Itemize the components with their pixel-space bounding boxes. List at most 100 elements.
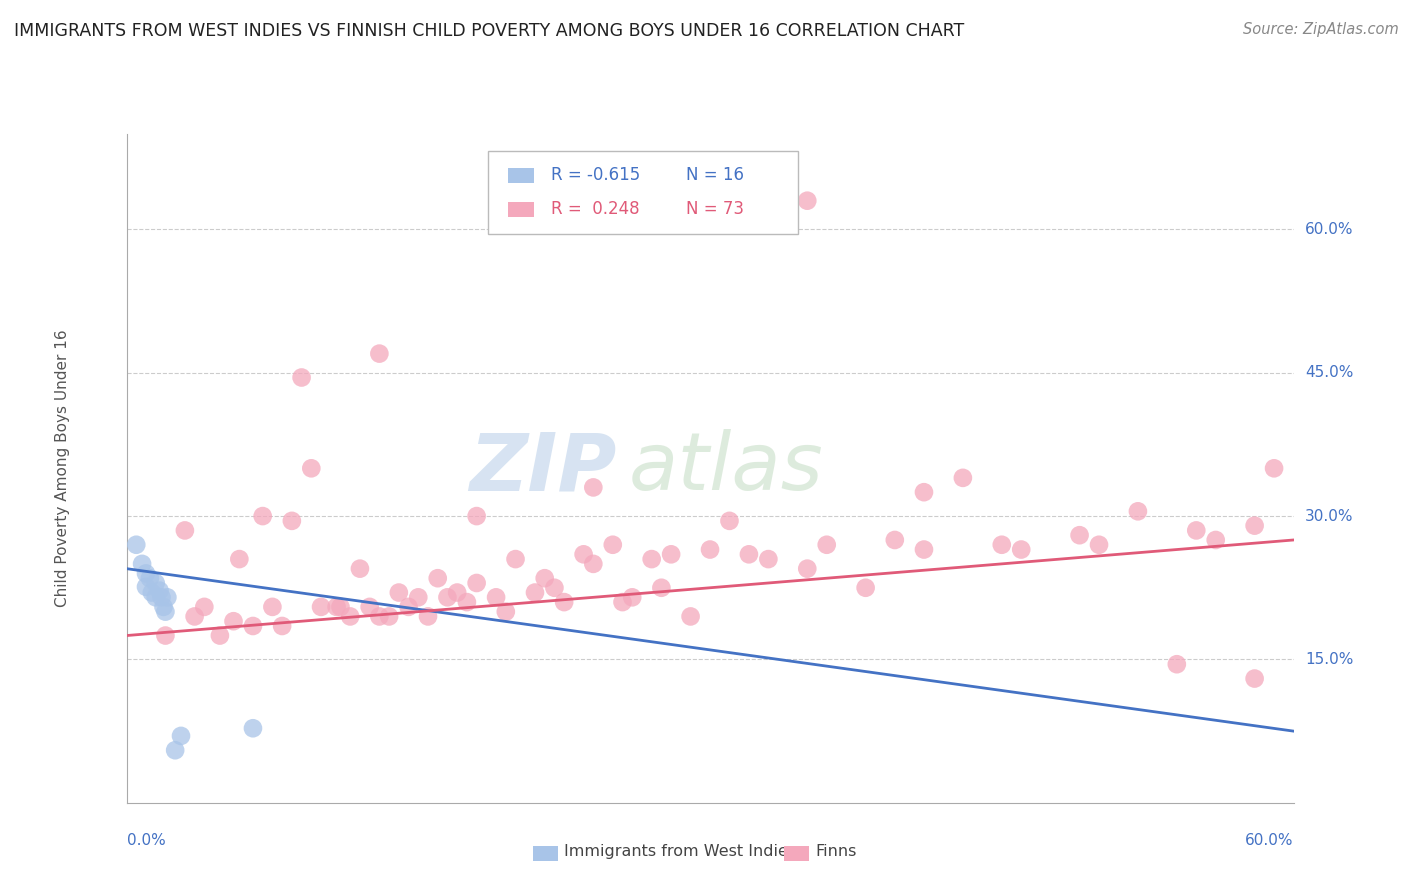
- Point: [621, 591, 644, 605]
- Point: [485, 591, 508, 605]
- Point: [436, 591, 458, 605]
- Point: [553, 595, 575, 609]
- Text: R = -0.615: R = -0.615: [551, 167, 641, 185]
- Point: [533, 571, 555, 585]
- Point: [1126, 504, 1149, 518]
- Point: [456, 595, 478, 609]
- Point: [883, 533, 905, 547]
- Point: [912, 485, 935, 500]
- Point: [641, 552, 664, 566]
- Text: Immigrants from West Indies: Immigrants from West Indies: [564, 844, 796, 859]
- Point: [208, 628, 231, 642]
- Point: [145, 591, 167, 605]
- Point: [281, 514, 304, 528]
- Point: [271, 619, 294, 633]
- Point: [1243, 672, 1265, 686]
- Point: [582, 557, 605, 571]
- Point: [228, 552, 250, 566]
- Point: [152, 599, 174, 614]
- Point: [135, 566, 157, 581]
- Point: [242, 619, 264, 633]
- Point: [650, 581, 672, 595]
- Point: [252, 509, 274, 524]
- Point: [156, 591, 179, 605]
- FancyBboxPatch shape: [508, 202, 534, 217]
- Point: [325, 599, 347, 614]
- Text: N = 16: N = 16: [686, 167, 744, 185]
- Point: [309, 599, 332, 614]
- Point: [135, 580, 157, 594]
- Text: 30.0%: 30.0%: [1305, 508, 1354, 524]
- Point: [659, 547, 682, 561]
- Point: [416, 609, 439, 624]
- Text: Finns: Finns: [815, 844, 856, 859]
- Point: [756, 552, 779, 566]
- Point: [290, 370, 312, 384]
- Point: [582, 480, 605, 494]
- Point: [141, 585, 163, 599]
- Point: [145, 576, 167, 591]
- Point: [193, 599, 215, 614]
- Text: 60.0%: 60.0%: [1305, 222, 1354, 237]
- Point: [165, 743, 187, 757]
- Text: Child Poverty Among Boys Under 16: Child Poverty Among Boys Under 16: [55, 329, 70, 607]
- Point: [139, 571, 162, 585]
- Point: [446, 585, 468, 599]
- Point: [912, 542, 935, 557]
- Point: [1166, 657, 1188, 672]
- Point: [602, 538, 624, 552]
- Point: [572, 547, 595, 561]
- Point: [1088, 538, 1111, 552]
- Point: [329, 599, 352, 614]
- Point: [349, 562, 371, 576]
- Point: [125, 538, 148, 552]
- Point: [368, 609, 391, 624]
- Point: [1263, 461, 1285, 475]
- Point: [505, 552, 527, 566]
- FancyBboxPatch shape: [508, 168, 534, 183]
- Point: [465, 576, 488, 591]
- Point: [612, 595, 634, 609]
- Point: [1010, 542, 1032, 557]
- Point: [222, 614, 245, 628]
- Point: [815, 538, 838, 552]
- Point: [855, 581, 877, 595]
- Text: 0.0%: 0.0%: [127, 833, 166, 848]
- Point: [952, 471, 974, 485]
- Text: 15.0%: 15.0%: [1305, 652, 1354, 667]
- Point: [359, 599, 381, 614]
- Point: [523, 585, 546, 599]
- Text: ZIP: ZIP: [470, 429, 617, 508]
- Point: [1243, 518, 1265, 533]
- Point: [796, 194, 818, 208]
- Point: [155, 605, 177, 619]
- Point: [1185, 524, 1208, 538]
- Point: [155, 628, 177, 642]
- Text: 45.0%: 45.0%: [1305, 365, 1354, 380]
- Point: [174, 524, 197, 538]
- Point: [679, 609, 702, 624]
- Text: 60.0%: 60.0%: [1246, 833, 1294, 848]
- Point: [699, 542, 721, 557]
- Point: [543, 581, 565, 595]
- Point: [426, 571, 449, 585]
- Point: [738, 547, 761, 561]
- Text: Source: ZipAtlas.com: Source: ZipAtlas.com: [1243, 22, 1399, 37]
- Point: [242, 721, 264, 735]
- Point: [990, 538, 1012, 552]
- Point: [339, 609, 361, 624]
- Point: [796, 562, 818, 576]
- Point: [1069, 528, 1091, 542]
- Point: [150, 591, 173, 605]
- FancyBboxPatch shape: [488, 151, 797, 235]
- Point: [368, 346, 391, 360]
- Point: [388, 585, 411, 599]
- Point: [299, 461, 322, 475]
- Point: [170, 729, 193, 743]
- Point: [262, 599, 284, 614]
- Text: R =  0.248: R = 0.248: [551, 201, 640, 219]
- Point: [495, 605, 517, 619]
- Point: [465, 509, 488, 524]
- Point: [1205, 533, 1227, 547]
- Point: [183, 609, 205, 624]
